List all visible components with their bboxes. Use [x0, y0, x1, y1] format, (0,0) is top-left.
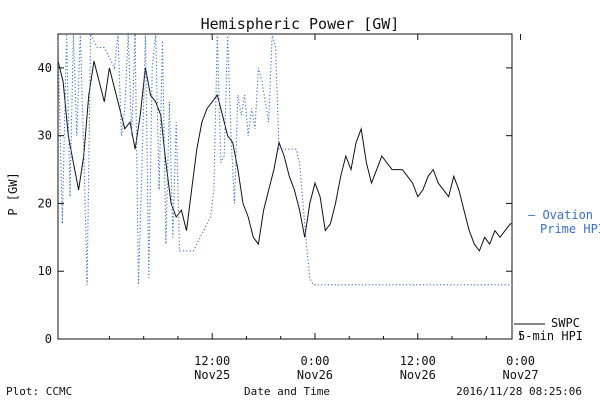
y-axis-label: P [GW] [6, 172, 20, 215]
x-tick-date-label: Nov26 [297, 368, 333, 382]
footer-plot-credit: Plot: CCMC [6, 385, 72, 398]
plot-frame [57, 33, 513, 340]
chart-title: Hemispheric Power [GW] [201, 15, 400, 33]
y-tick-label: 20 [38, 196, 52, 210]
x-tick-time-label: 12:00 [194, 354, 230, 368]
legend-ovation-line2: Prime HPI [540, 222, 600, 236]
plot-border [57, 33, 513, 340]
x-tick-time-label: 0:00 [301, 354, 330, 368]
series-layer [57, 33, 513, 286]
y-tick-label: 10 [38, 264, 52, 278]
legend-swpc-line2: 5-min HPI [518, 329, 583, 343]
legend-ovation: — Ovation Prime HPI [528, 208, 600, 236]
legend-swpc-line1: SWPC [551, 316, 580, 330]
x-tick-time-label: 12:00 [400, 354, 436, 368]
legend-ovation-line1: — Ovation [528, 208, 593, 222]
y-tick-label: 30 [38, 129, 52, 143]
footer-timestamp: 2016/11/28 08:25:06 [456, 385, 582, 398]
x-axis-ticks: 12:00Nov250:00Nov2612:00Nov260:00Nov2712… [108, 34, 539, 382]
x-tick-date-label: Nov27 [503, 368, 539, 382]
y-tick-label: 0 [45, 332, 52, 346]
y-tick-label: 40 [38, 61, 52, 75]
y-axis-ticks: 0 10 20 30 40 [38, 61, 512, 346]
x-axis-label: Date and Time [244, 385, 330, 398]
x-tick-date-label: Nov25 [194, 368, 230, 382]
x-tick-date-label: Nov26 [400, 368, 436, 382]
x-tick-time-label: 0:00 [506, 354, 535, 368]
series-swpc-line [57, 60, 511, 252]
legend-swpc: SWPC 5-min HPI [514, 316, 583, 343]
